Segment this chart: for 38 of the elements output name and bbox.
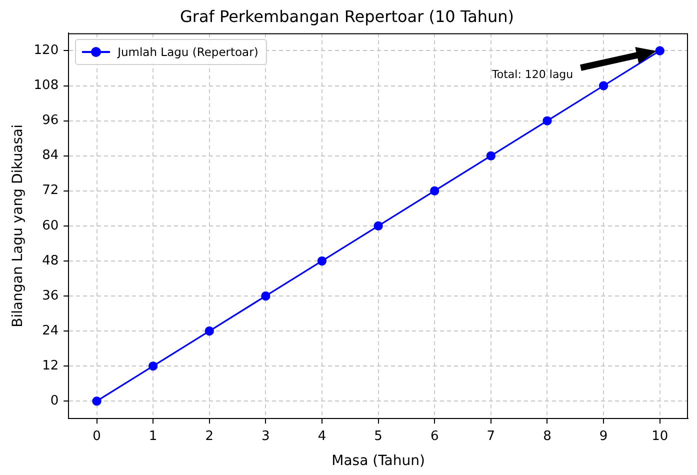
x-tick-label: 5 [374, 428, 382, 444]
point [374, 221, 383, 230]
point [655, 46, 664, 56]
x-tick-label: 10 [652, 428, 668, 444]
x-tick-label: 7 [486, 428, 496, 444]
x-tick-label: 6 [430, 428, 439, 444]
y-tick-label: 96 [42, 113, 59, 128]
point [598, 81, 608, 90]
x-tick-label: 1 [148, 428, 158, 444]
y-tick-label: 0 [50, 393, 59, 408]
point [261, 291, 270, 301]
x-tick-label: 2 [205, 428, 214, 444]
x-axis-title: Masa (Tahun) [332, 453, 425, 470]
y-tick-label: 108 [34, 78, 59, 94]
point [92, 396, 102, 406]
x-tick-label: 0 [92, 428, 101, 444]
y-tick-label: 84 [42, 148, 59, 164]
x-tick-label: 8 [543, 428, 552, 444]
x-tick-label: 9 [599, 428, 608, 444]
x-tick-label: 4 [318, 428, 326, 444]
point [204, 326, 214, 336]
y-tick-label: 60 [42, 218, 59, 234]
point [148, 361, 158, 371]
point [430, 186, 440, 196]
y-tick-label: 120 [34, 43, 59, 58]
point [486, 151, 496, 160]
point [317, 256, 327, 266]
y-axis-title: Bilangan Lagu yang Dikuasai [10, 124, 26, 328]
y-tick-label: 24 [42, 323, 59, 338]
legend-label: Jumlah Lagu (Repertoar) [118, 45, 258, 60]
y-tick-label: 48 [42, 253, 59, 268]
x-tick-label: 3 [262, 428, 270, 444]
y-tick-label: 12 [42, 358, 59, 374]
annotation: Total: 120 lagu [491, 68, 574, 82]
y-tick-label: 72 [42, 183, 59, 198]
point [542, 116, 552, 126]
y-tick-label: 36 [42, 288, 59, 304]
chart-title: Graf Perkembangan Repertoar (10 Tahun) [180, 6, 514, 26]
